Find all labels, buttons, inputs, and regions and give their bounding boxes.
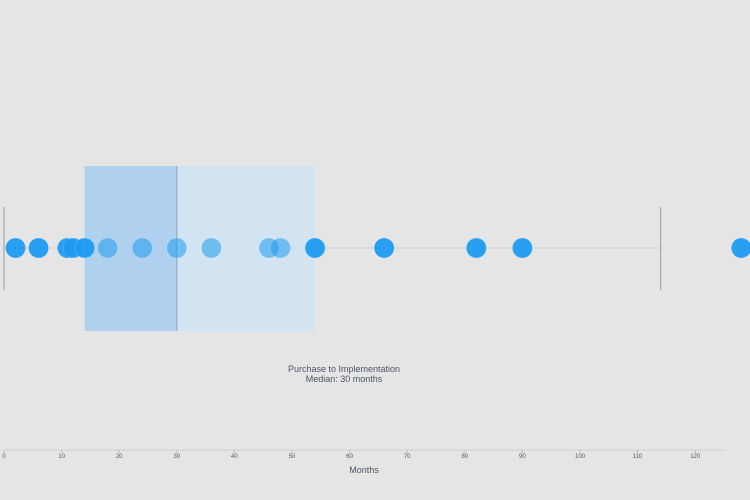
x-tick-label: 90 <box>519 454 526 460</box>
annotation-title: Purchase to Implementation <box>288 364 400 374</box>
box-plot <box>3 166 662 331</box>
x-tick-label: 70 <box>404 454 411 460</box>
box-upper-half <box>176 166 316 331</box>
data-point <box>166 237 188 259</box>
x-tick-label: 0 <box>2 454 6 460</box>
x-axis: 0 10 20 30 40 50 60 70 80 90 100 110 120 Months <box>2 449 726 475</box>
data-point <box>304 237 326 259</box>
annotation-median: Median: 30 months <box>306 374 383 384</box>
data-point <box>74 237 95 259</box>
x-tick-label: 40 <box>231 454 238 460</box>
x-tick-label: 120 <box>690 454 701 460</box>
data-point <box>28 237 49 259</box>
annotation: Purchase to Implementation Median: 30 mo… <box>288 364 400 384</box>
x-axis-ticks: 0 10 20 30 40 50 60 70 80 90 100 110 120 <box>2 450 701 460</box>
data-point <box>731 237 750 259</box>
x-tick-label: 10 <box>58 454 65 460</box>
x-axis-title: Months <box>349 465 379 475</box>
x-tick-label: 80 <box>461 454 468 460</box>
x-tick-label: 100 <box>575 454 586 460</box>
data-points <box>5 237 750 259</box>
data-point <box>373 237 395 259</box>
data-point <box>131 237 153 259</box>
data-point <box>270 237 291 259</box>
data-point <box>97 237 118 259</box>
x-tick-label: 30 <box>173 454 180 460</box>
x-tick-label: 60 <box>346 454 353 460</box>
x-tick-label: 50 <box>289 454 296 460</box>
x-tick-label: 110 <box>633 454 643 460</box>
data-point <box>5 237 26 259</box>
x-tick-label: 20 <box>116 454 123 460</box>
data-point <box>201 237 222 259</box>
data-point <box>512 237 533 259</box>
data-point <box>466 237 487 259</box>
